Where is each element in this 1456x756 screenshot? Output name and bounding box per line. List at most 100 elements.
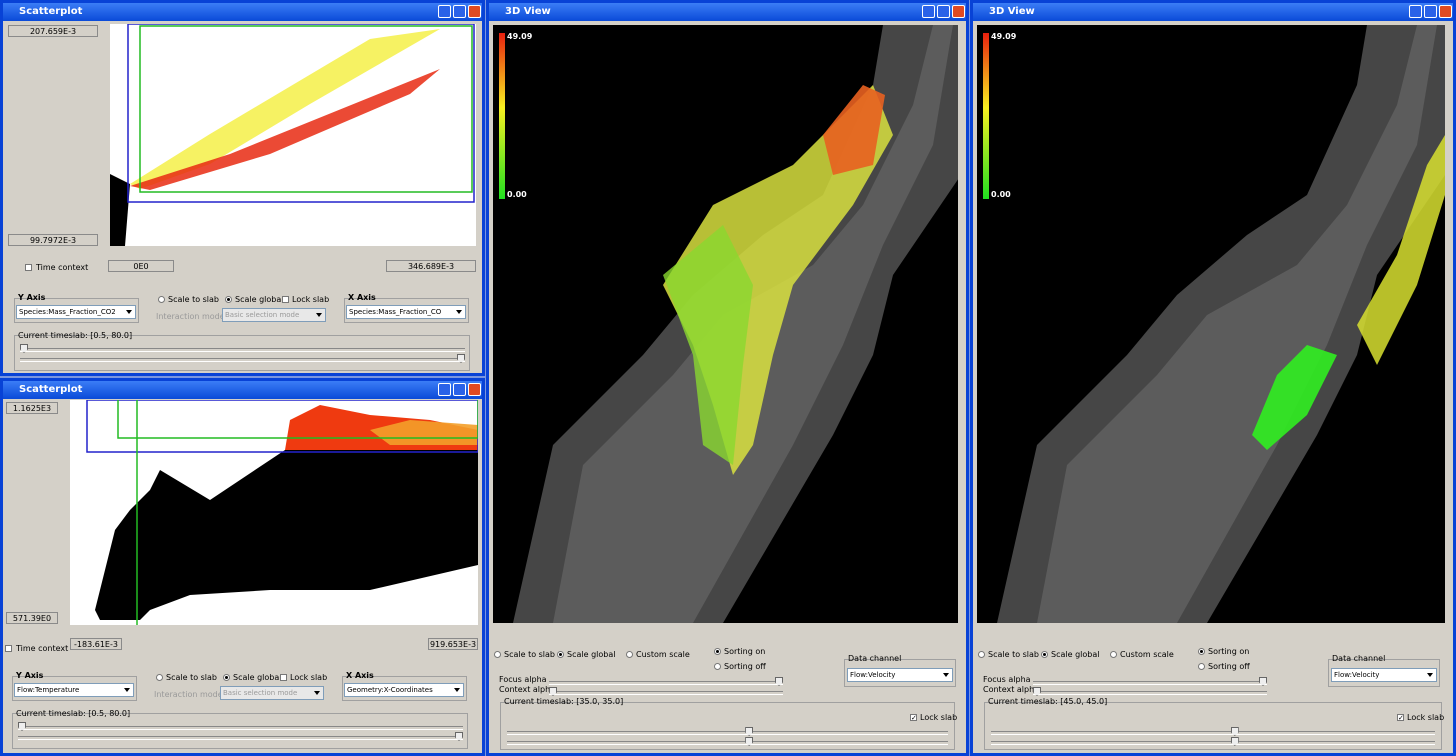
time-context-checkbox[interactable]	[25, 264, 32, 271]
slider-thumb[interactable]	[1230, 737, 1239, 746]
window: 3D View 49.09 0.00 Scale to slab Scale globa…	[970, 0, 1456, 756]
slider-thumb[interactable]	[18, 722, 26, 731]
data-channel-combo[interactable]: Flow:Velocity	[1331, 668, 1437, 682]
focus-alpha-label: Focus alpha	[499, 675, 547, 684]
maximize-button[interactable]	[453, 5, 466, 18]
color-min-label: 0.00	[507, 190, 527, 199]
lock-slab-checkbox[interactable]: ✓	[1397, 714, 1404, 722]
scale-to-slab-radio[interactable]	[158, 296, 165, 303]
scale-global-radio[interactable]	[1041, 651, 1048, 658]
slider-thumb[interactable]	[457, 354, 465, 363]
custom-scale-radio[interactable]	[626, 651, 633, 658]
scale-global-radio[interactable]	[557, 651, 564, 658]
point-cloud	[130, 29, 440, 189]
x-axis-combo[interactable]: Geometry:X-Coordinates	[344, 683, 464, 697]
slider-thumb[interactable]	[455, 732, 463, 741]
sorting-off-radio[interactable]	[1198, 663, 1205, 670]
interaction-mode-label: Interaction mode:	[154, 690, 226, 699]
slider-track	[549, 681, 783, 685]
minimize-button[interactable]	[1409, 5, 1422, 18]
slider-thumb[interactable]	[1259, 677, 1267, 686]
slider-thumb[interactable]	[745, 727, 754, 736]
close-button[interactable]	[468, 383, 481, 396]
window: Scatterplot 1.1625E3 571.39E0 Time context -…	[0, 378, 485, 756]
title-bar: 3D View	[973, 3, 1453, 21]
point-cloud	[130, 69, 440, 190]
pipe-geometry	[997, 25, 1445, 623]
slider-thumb[interactable]	[1033, 687, 1041, 696]
color-max-label: 49.09	[507, 32, 533, 41]
slider-thumb[interactable]	[745, 737, 754, 746]
slider-track	[991, 741, 1435, 745]
pipe-highlight	[1037, 25, 1437, 623]
lock-slab-checkbox[interactable]: ✓	[910, 714, 917, 722]
custom-scale-radio[interactable]	[1110, 651, 1117, 658]
y-max-field: 1.1625E3	[6, 402, 58, 414]
y-axis-combo[interactable]: Species:Mass_Fraction_CO2	[16, 305, 136, 319]
selection-box	[117, 400, 478, 439]
interaction-mode-combo: Basic selection mode	[220, 686, 324, 700]
scale-to-slab-radio[interactable]	[494, 651, 501, 658]
y-axis-group	[12, 676, 137, 701]
timeslab-label: Current timeslab: [0.5, 80.0]	[18, 331, 133, 340]
title-bar: Scatterplot	[3, 3, 482, 21]
data-channel-combo[interactable]: Flow:Velocity	[847, 668, 953, 682]
minimize-button[interactable]	[922, 5, 935, 18]
timeslab-group	[500, 702, 955, 750]
x-axis-group	[344, 298, 469, 323]
y-axis-label: Y Axis	[18, 293, 46, 302]
slider-track	[1033, 681, 1267, 685]
data-channel-label: Data channel	[848, 654, 902, 663]
maximize-button[interactable]	[1424, 5, 1437, 18]
close-button[interactable]	[952, 5, 965, 18]
slider-track	[991, 731, 1435, 735]
scale-to-slab-label: Scale to slab	[504, 650, 556, 659]
scale-global-label: Scale global	[1051, 650, 1100, 659]
time-context-checkbox[interactable]	[5, 645, 12, 652]
scale-to-slab-label: Scale to slab	[166, 673, 218, 682]
timeslab-group	[12, 713, 468, 749]
timeslab-label: Current timeslab: [35.0, 35.0]	[504, 697, 624, 706]
scale-global-radio[interactable]	[223, 674, 230, 681]
render-view	[977, 25, 1445, 623]
sorting-on-label: Sorting on	[724, 647, 766, 656]
scale-to-slab-radio[interactable]	[978, 651, 985, 658]
close-button[interactable]	[468, 5, 481, 18]
title-bar: 3D View	[489, 3, 966, 21]
scale-to-slab-label: Scale to slab	[988, 650, 1040, 659]
color-min-label: 0.00	[991, 190, 1011, 199]
maximize-button[interactable]	[453, 383, 466, 396]
data-channel-label: Data channel	[1332, 654, 1386, 663]
y-min-field: 99.7972E-3	[8, 234, 98, 246]
y-axis-combo[interactable]: Flow:Temperature	[14, 683, 134, 697]
context-alpha-label: Context alpha	[499, 685, 556, 694]
maximize-button[interactable]	[937, 5, 950, 18]
x-axis-combo[interactable]: Species:Mass_Fraction_CO	[346, 305, 466, 319]
sorting-off-radio[interactable]	[714, 663, 721, 670]
slider-track	[18, 726, 463, 730]
scale-global-radio[interactable]	[225, 296, 232, 303]
minimize-button[interactable]	[438, 383, 451, 396]
slider-track	[549, 691, 783, 695]
slider-thumb[interactable]	[1230, 727, 1239, 736]
scatter-plot	[70, 400, 478, 625]
lock-slab-checkbox[interactable]	[280, 674, 287, 681]
slider-thumb[interactable]	[20, 344, 28, 353]
sorting-on-radio[interactable]	[714, 648, 721, 655]
lock-slab-label: Lock slab	[292, 295, 330, 304]
minimize-button[interactable]	[438, 5, 451, 18]
sorting-on-radio[interactable]	[1198, 648, 1205, 655]
close-button[interactable]	[1439, 5, 1452, 18]
y-axis-label: Y Axis	[16, 671, 44, 680]
x-max-field: 919.653E-3	[428, 638, 478, 650]
custom-scale-label: Custom scale	[636, 650, 690, 659]
slider-thumb[interactable]	[775, 677, 783, 686]
slider-track	[20, 348, 465, 352]
scale-to-slab-radio[interactable]	[156, 674, 163, 681]
slider-thumb[interactable]	[549, 687, 557, 696]
selection-box	[86, 400, 478, 453]
timeslab-group	[984, 702, 1442, 750]
timeslab-label: Current timeslab: [0.5, 80.0]	[16, 709, 131, 718]
scatter-plot	[110, 24, 476, 246]
lock-slab-checkbox[interactable]	[282, 296, 289, 303]
